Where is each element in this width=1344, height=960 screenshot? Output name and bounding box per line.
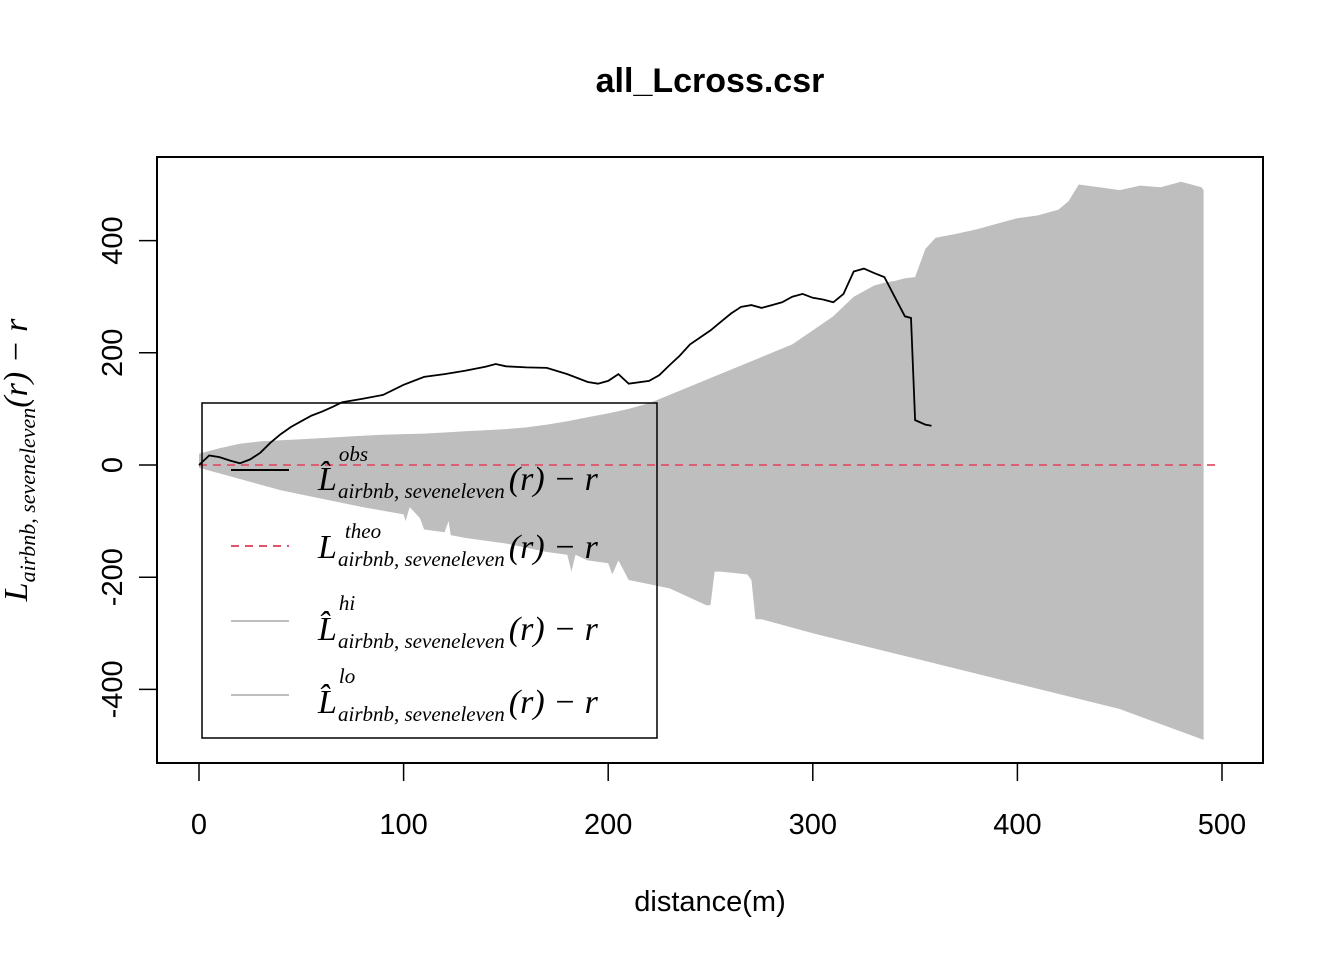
x-tick-label: 0 bbox=[191, 809, 207, 841]
envelope-band-layer bbox=[199, 181, 1204, 740]
legend-entry-lo: L̂lo airbnb, seveneleven (r) − r bbox=[231, 664, 599, 726]
y-axis-label-sub: airbnb, seveneleven bbox=[15, 408, 40, 583]
x-tick-label: 100 bbox=[379, 809, 427, 841]
y-tick-label: 400 bbox=[97, 216, 129, 264]
y-axis: -400 -200 0 200 400 bbox=[97, 216, 158, 718]
legend-label-lo: L̂lo airbnb, seveneleven (r) − r bbox=[317, 664, 599, 726]
y-axis-label-suffix: (r) − r bbox=[0, 318, 35, 408]
legend-label-hi: L̂hi airbnb, seveneleven (r) − r bbox=[317, 591, 599, 653]
envelope-band bbox=[199, 181, 1204, 740]
x-axis-label: distance(m) bbox=[634, 886, 786, 918]
y-tick-label: -400 bbox=[97, 660, 129, 718]
legend-box bbox=[201, 402, 658, 739]
x-tick-label: 400 bbox=[993, 809, 1041, 841]
x-tick-label: 300 bbox=[789, 809, 837, 841]
series-layer bbox=[198, 267, 1216, 466]
legend-entry-obs: L̂obs airbnb, seveneleven (r) − r bbox=[231, 442, 599, 503]
y-axis-label: Lairbnb, seveneleven(r) − r bbox=[0, 318, 40, 602]
svg-text:Lairbnb, seveneleven(r) − r: Lairbnb, seveneleven(r) − r bbox=[0, 318, 40, 602]
x-tick-label: 500 bbox=[1198, 809, 1246, 841]
y-tick-label: 200 bbox=[97, 329, 129, 377]
x-tick-label: 200 bbox=[584, 809, 632, 841]
legend-label-obs: L̂obs airbnb, seveneleven (r) − r bbox=[317, 442, 599, 503]
series-obs-line bbox=[198, 267, 932, 466]
y-tick-label: 0 bbox=[97, 457, 129, 473]
legend-entry-hi: L̂hi airbnb, seveneleven (r) − r bbox=[231, 591, 599, 653]
chart-title: all_Lcross.csr bbox=[596, 62, 825, 100]
y-tick-label: -200 bbox=[97, 548, 129, 606]
y-axis-label-base: L bbox=[0, 582, 35, 602]
x-axis: 0 100 200 300 400 500 bbox=[191, 762, 1246, 841]
